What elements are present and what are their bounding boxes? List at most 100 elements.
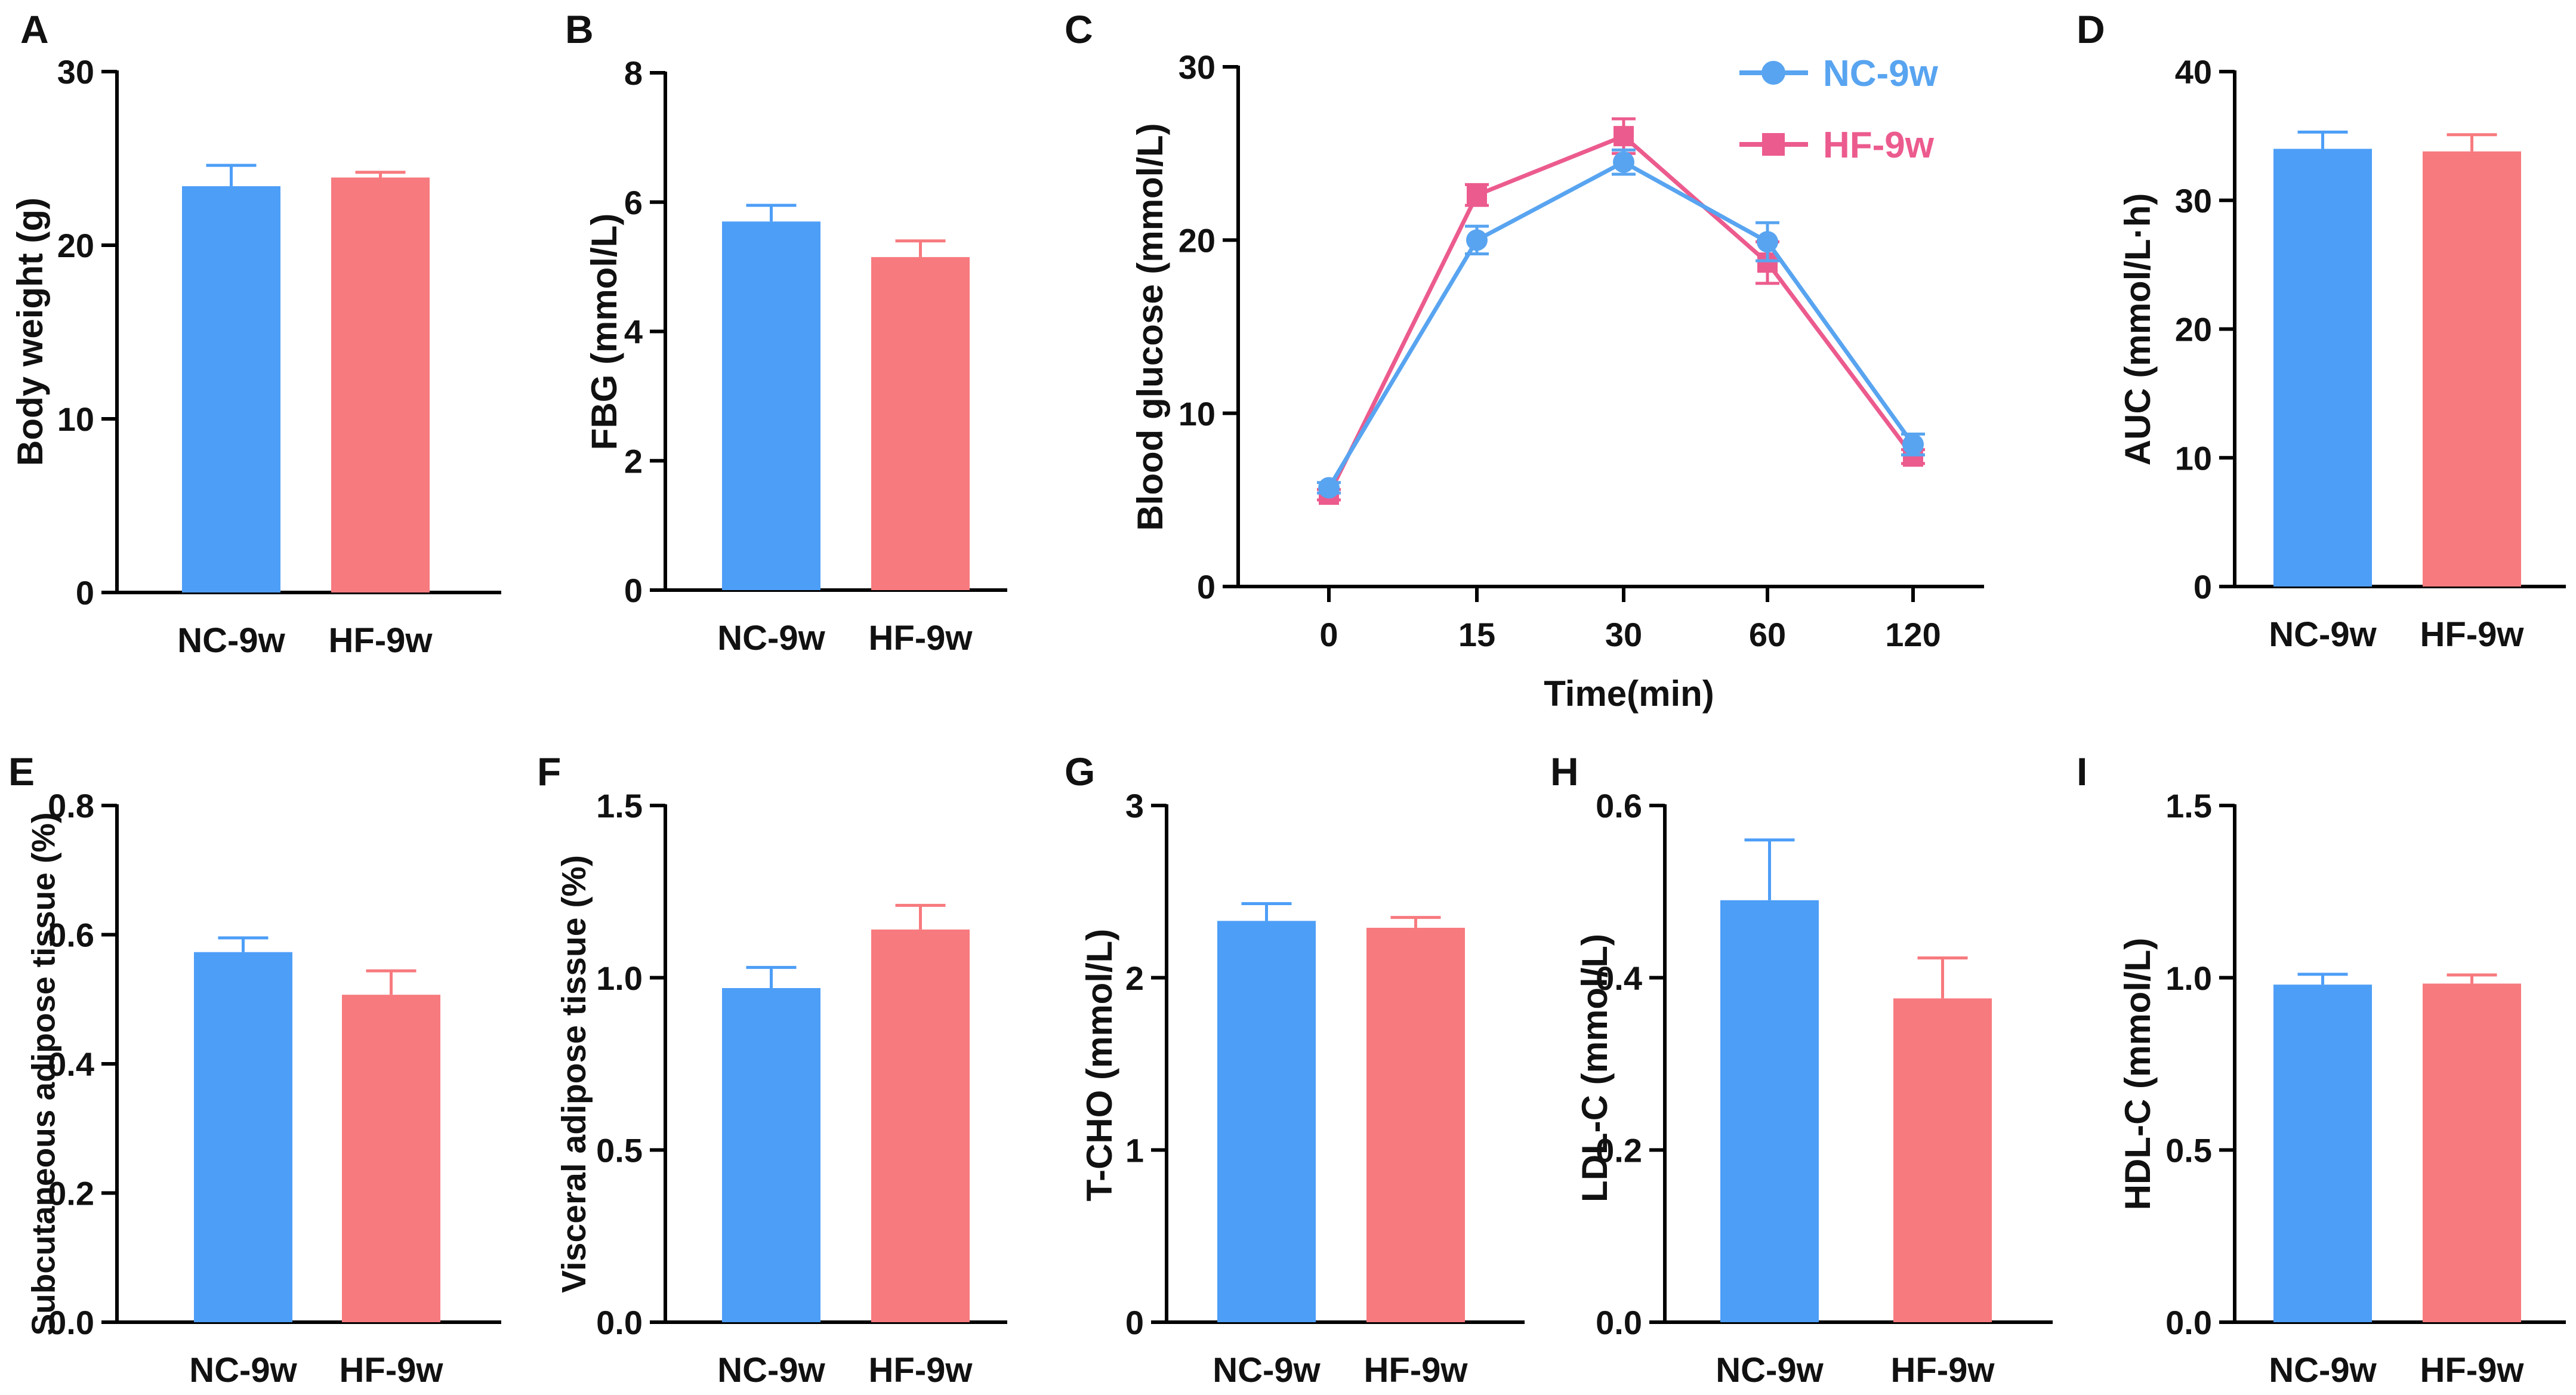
data-point-nc-9w [1466, 229, 1488, 251]
y-tick-label: 20 [57, 227, 94, 264]
panel-g: G T-CHO (mmol/L) 0 1 2 3 NC-9w HF-9w [1065, 749, 1525, 1390]
y-tick-label: 2 [624, 442, 643, 480]
y-tick-label: 0.2 [48, 1175, 94, 1212]
x-tick-label: 0 [1319, 616, 1338, 653]
bar-nc-9w [182, 186, 280, 592]
panel-label: I [2077, 749, 2087, 794]
panel-label: A [20, 7, 49, 51]
x-category-label: HF-9w [869, 619, 973, 658]
bar-hf-9w [331, 177, 430, 592]
y-tick-label: 30 [57, 53, 94, 91]
data-point-hf-9w [1467, 184, 1487, 205]
y-tick-label: 20 [2175, 311, 2212, 348]
y-tick-label: 0.6 [48, 916, 94, 954]
y-tick-label: 40 [2175, 53, 2212, 91]
y-tick-label: 1.5 [596, 787, 643, 825]
x-category-label: HF-9w [2420, 615, 2525, 654]
panel-h: H LDL-C (mmol/L) 0.0 0.2 0.4 0.6 NC-9w HF-9w [1550, 749, 2053, 1390]
panel-c: C Blood glucose (mmol/L) 0 10 20 30 0 15 30 60 120… [1065, 7, 1984, 714]
y-tick-label: 0 [1125, 1304, 1144, 1341]
bar-hf-9w [2423, 151, 2521, 587]
panel-label: D [2077, 7, 2105, 51]
panel-label: C [1065, 7, 1093, 51]
y-tick-label: 1.5 [2165, 787, 2212, 825]
y-tick-label: 10 [1179, 395, 1215, 433]
x-tick-label: 15 [1458, 616, 1495, 653]
legend: NC-9w HF-9w [1739, 53, 1939, 166]
y-tick-label: 0.5 [2165, 1131, 2212, 1169]
y-tick-label: 0 [76, 574, 94, 612]
y-tick-label: 1.0 [596, 959, 643, 997]
y-axis-label: FBG (mmol/L) [584, 214, 624, 450]
bar-hf-9w [1366, 927, 1465, 1322]
y-tick-label: 0.8 [48, 787, 94, 825]
y-tick-label: 4 [624, 313, 643, 351]
y-tick-label: 6 [624, 184, 643, 221]
x-category-label: NC-9w [717, 1351, 825, 1390]
legend-label: NC-9w [1823, 53, 1939, 94]
x-tick-label: 120 [1885, 616, 1941, 653]
y-axis-label: Visceral adipose tissue (%) [555, 855, 593, 1293]
bar-nc-9w [722, 987, 820, 1322]
y-tick-label: 0.0 [1596, 1304, 1642, 1341]
x-axis-label: Time(min) [1544, 674, 1714, 714]
y-tick-label: 30 [2175, 182, 2212, 220]
panel-f: F Visceral adipose tissue (%)0.0 0.5 1.0 1.5… [537, 749, 1007, 1390]
y-axis-label: LDL-C (mmol/L) [1575, 934, 1615, 1202]
y-tick-label: 0.0 [2165, 1304, 2212, 1341]
y-tick-label: 0.0 [48, 1304, 94, 1341]
legend-label: HF-9w [1823, 125, 1935, 166]
y-axis-label: HDL-C (mmol/L) [2118, 938, 2158, 1211]
panel-label: B [565, 7, 594, 51]
x-tick-label: 30 [1605, 616, 1642, 653]
y-axis-label: T-CHO (mmol/L) [1079, 929, 1119, 1202]
y-tick-label: 0.4 [48, 1045, 94, 1083]
y-tick-label: 10 [57, 400, 94, 438]
bar-nc-9w [2273, 984, 2372, 1322]
y-tick-label: 0.4 [1596, 959, 1642, 997]
bar-nc-9w [1217, 921, 1316, 1322]
bar-hf-9w [1893, 998, 1992, 1322]
y-tick-label: 8 [624, 54, 643, 92]
y-tick-label: 1.0 [2165, 959, 2212, 997]
x-category-label: NC-9w [717, 619, 825, 658]
panel-e: E Subcutaneous adipose tissue (%)0.0 0.2 0.… [8, 749, 501, 1390]
panel-label: G [1065, 749, 1095, 794]
y-tick-label: 0.2 [1596, 1131, 1642, 1169]
x-category-label: HF-9w [869, 1351, 973, 1390]
bar-nc-9w [1720, 900, 1819, 1322]
bar-nc-9w [2273, 149, 2372, 587]
x-category-label: NC-9w [2269, 615, 2377, 654]
y-tick-label: 0.6 [1596, 787, 1642, 825]
y-tick-label: 0 [2194, 568, 2212, 606]
data-point-nc-9w [1318, 477, 1340, 499]
y-axis-label: Body weight (g) [10, 197, 50, 466]
y-tick-label: 30 [1179, 48, 1215, 86]
data-point-hf-9w [1614, 126, 1634, 147]
panel-d: D AUC (mmol/L·h) 0 10 20 30 40 NC-9w HF-9w [2077, 7, 2566, 654]
y-tick-label: 20 [1179, 221, 1215, 259]
y-axis-label: Blood glucose (mmol/L) [1130, 123, 1170, 530]
panel-a: A Body weight (g) 0 10 20 30 NC-9w HF-9w [10, 7, 501, 660]
y-tick-label: 0.0 [596, 1304, 643, 1341]
x-category-label: NC-9w [1213, 1351, 1321, 1390]
bar-nc-9w [722, 221, 820, 590]
y-axis-label: Subcutaneous adipose tissue (%) [25, 812, 62, 1335]
y-tick-label: 2 [1125, 959, 1144, 997]
y-tick-label: 1 [1125, 1131, 1144, 1169]
legend-marker-circle [1761, 61, 1785, 85]
y-tick-label: 0.5 [596, 1131, 643, 1169]
bar-nc-9w [194, 952, 292, 1322]
y-tick-label: 10 [2175, 439, 2212, 477]
legend-marker-square [1762, 133, 1785, 156]
panel-label: E [8, 749, 35, 794]
y-tick-label: 0 [1197, 568, 1215, 606]
panel-b: B FBG (mmol/L) 0 2 4 6 8 NC-9w HF-9w [565, 7, 1007, 658]
data-point-nc-9w [1902, 433, 1924, 455]
bar-hf-9w [871, 929, 970, 1322]
data-point-nc-9w [1613, 151, 1634, 173]
y-tick-label: 0 [624, 572, 643, 609]
x-category-label: NC-9w [1716, 1351, 1824, 1390]
bar-hf-9w [871, 257, 970, 590]
